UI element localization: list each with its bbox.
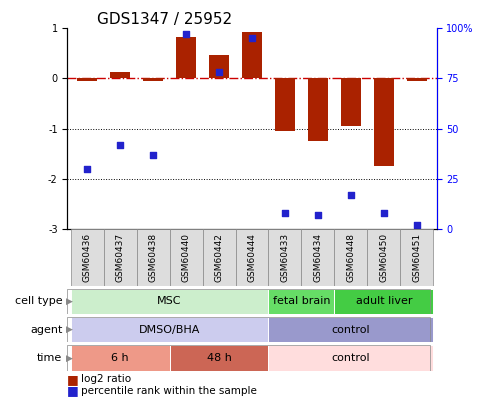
Point [83, 165, 91, 172]
Bar [334, 229, 367, 286]
Point [149, 151, 157, 158]
Text: GSM60440: GSM60440 [182, 233, 191, 281]
Text: cell type: cell type [15, 296, 62, 306]
Bar [203, 229, 236, 286]
Text: agent: agent [30, 325, 62, 335]
Bar [170, 229, 203, 286]
Text: GSM60442: GSM60442 [215, 233, 224, 281]
Text: adult liver: adult liver [356, 296, 412, 306]
Bar [176, 37, 196, 79]
Bar [367, 229, 400, 286]
Text: ▶: ▶ [66, 297, 73, 306]
Text: 6 h: 6 h [111, 353, 129, 363]
Text: ■: ■ [67, 373, 79, 386]
Point [281, 209, 289, 216]
Text: percentile rank within the sample: percentile rank within the sample [81, 386, 257, 396]
Bar [77, 79, 97, 81]
Bar [170, 345, 268, 371]
Point [347, 192, 355, 198]
Point [413, 222, 421, 228]
Point [248, 35, 256, 42]
Bar [268, 317, 433, 342]
Text: 48 h: 48 h [207, 353, 232, 363]
Text: MSC: MSC [157, 296, 182, 306]
Bar [242, 32, 262, 79]
Bar [236, 229, 268, 286]
Bar [400, 229, 433, 286]
Bar [301, 229, 334, 286]
Text: GSM60434: GSM60434 [313, 233, 322, 281]
Text: GSM60450: GSM60450 [379, 232, 388, 282]
Text: ▶: ▶ [66, 325, 73, 334]
Text: ▶: ▶ [66, 354, 73, 362]
Point [116, 141, 124, 148]
Bar [268, 345, 433, 371]
Point [215, 69, 223, 76]
Text: time: time [37, 353, 62, 363]
Bar [104, 229, 137, 286]
Bar [275, 79, 295, 131]
Bar [341, 79, 361, 126]
Bar [308, 79, 328, 141]
Bar [374, 79, 394, 166]
Bar [71, 345, 170, 371]
Point [314, 211, 322, 218]
Bar [143, 79, 163, 81]
Text: GSM60451: GSM60451 [412, 232, 421, 282]
Bar [71, 229, 104, 286]
Bar [209, 55, 229, 79]
Text: GDS1347 / 25952: GDS1347 / 25952 [97, 12, 232, 27]
Text: DMSO/BHA: DMSO/BHA [139, 325, 200, 335]
Text: control: control [332, 325, 370, 335]
Bar [71, 317, 268, 342]
Text: log2 ratio: log2 ratio [81, 375, 131, 384]
Text: fetal brain: fetal brain [272, 296, 330, 306]
Text: ■: ■ [67, 384, 79, 397]
Bar [407, 79, 427, 81]
Point [380, 209, 388, 216]
Bar [71, 289, 268, 314]
Text: GSM60437: GSM60437 [116, 232, 125, 282]
Text: GSM60448: GSM60448 [346, 233, 355, 281]
Bar [137, 229, 170, 286]
Text: control: control [332, 353, 370, 363]
Bar [268, 289, 334, 314]
Text: GSM60444: GSM60444 [248, 233, 256, 281]
Bar [334, 289, 433, 314]
Text: GSM60438: GSM60438 [149, 232, 158, 282]
Text: GSM60436: GSM60436 [83, 232, 92, 282]
Bar [268, 229, 301, 286]
Text: GSM60433: GSM60433 [280, 232, 289, 282]
Point [182, 31, 190, 38]
Bar [110, 72, 130, 79]
